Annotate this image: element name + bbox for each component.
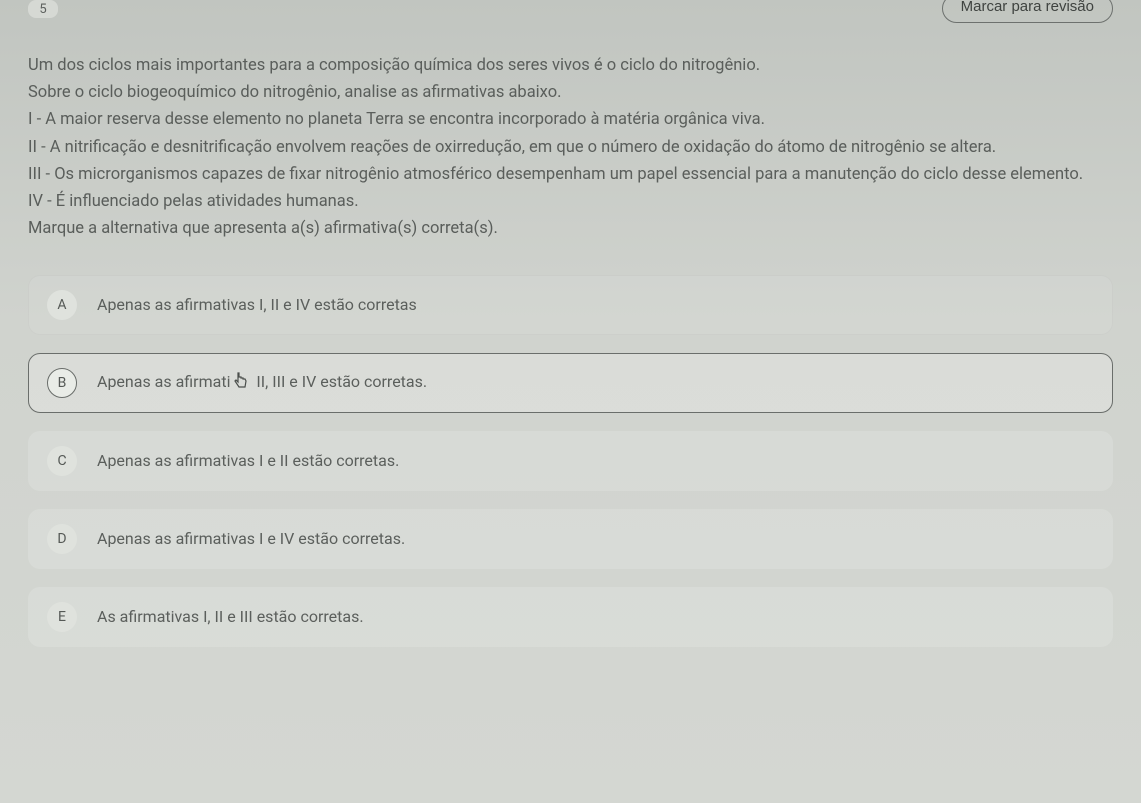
cursor-pointer-icon — [232, 371, 250, 395]
question-number: 5 — [39, 2, 46, 17]
mark-for-review-button[interactable]: Marcar para revisão — [942, 0, 1113, 23]
option-c[interactable]: C Apenas as afirmativas I e II estão cor… — [28, 431, 1113, 491]
option-text-post: II, III e IV estão corretas. — [252, 372, 427, 391]
top-row: 5 Marcar para revisão — [28, 0, 1113, 28]
option-letter: E — [58, 609, 66, 625]
option-a[interactable]: A Apenas as afirmativas I, II e IV estão… — [28, 275, 1113, 335]
question-text: Um dos ciclos mais importantes para a co… — [28, 52, 1113, 243]
option-e[interactable]: E As afirmativas I, II e III estão corre… — [28, 587, 1113, 647]
option-letter-badge: D — [47, 524, 77, 554]
option-text: Apenas as afirmativas I e IV estão corre… — [97, 529, 405, 548]
option-letter-badge: A — [47, 290, 77, 320]
review-button-label: Marcar para revisão — [961, 0, 1094, 15]
question-line: I - A maior reserva desse elemento no pl… — [28, 106, 1113, 133]
option-text-pre: Apenas as afirmati — [97, 372, 230, 391]
question-page: 5 Marcar para revisão Um dos ciclos mais… — [0, 0, 1141, 803]
option-letter-badge: E — [47, 602, 77, 632]
option-letter-badge: C — [47, 446, 77, 476]
question-line: III - Os microrganismos capazes de fixar… — [28, 161, 1113, 188]
options-list: A Apenas as afirmativas I, II e IV estão… — [28, 275, 1113, 647]
option-text: Apenas as afirmativas I, II e IV estão c… — [97, 295, 417, 314]
option-letter-badge: B — [47, 368, 77, 398]
option-text: Apenas as afirmativas I e II estão corre… — [97, 451, 399, 470]
option-letter: C — [57, 453, 66, 469]
option-text: As afirmativas I, II e III estão correta… — [97, 607, 364, 626]
option-letter: B — [58, 375, 67, 391]
question-line: Sobre o ciclo biogeoquímico do nitrogêni… — [28, 79, 1113, 106]
question-line: II - A nitrificação e desnitrificação en… — [28, 134, 1113, 161]
option-b[interactable]: B Apenas as afirmati II, III e IV estão … — [28, 353, 1113, 413]
question-number-badge: 5 — [28, 0, 58, 18]
question-line: IV - É influenciado pelas atividades hum… — [28, 188, 1113, 215]
question-line: Um dos ciclos mais importantes para a co… — [28, 52, 1113, 79]
option-letter: A — [57, 297, 66, 313]
option-d[interactable]: D Apenas as afirmativas I e IV estão cor… — [28, 509, 1113, 569]
option-text: Apenas as afirmati II, III e IV estão co… — [97, 371, 427, 395]
option-letter: D — [57, 531, 66, 547]
question-line: Marque a alternativa que apresenta a(s) … — [28, 215, 1113, 242]
